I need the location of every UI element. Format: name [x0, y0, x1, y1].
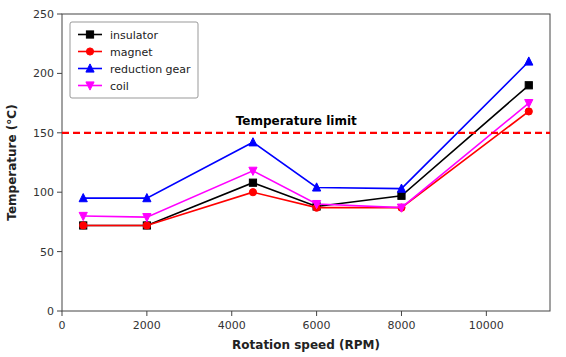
y-tick-label: 150	[33, 127, 54, 140]
y-tick	[57, 73, 62, 74]
series-marker	[398, 192, 405, 199]
x-tick-label: 0	[59, 319, 66, 332]
x-tick	[486, 311, 487, 316]
series-marker	[79, 212, 87, 220]
series-marker	[249, 189, 256, 196]
x-tick-label: 8000	[387, 319, 415, 332]
plot-frame	[62, 14, 550, 311]
x-tick	[316, 311, 317, 316]
x-tick	[62, 311, 63, 316]
series-marker	[249, 179, 256, 186]
series-marker	[525, 57, 533, 65]
series-marker	[525, 100, 533, 108]
series-marker	[397, 184, 405, 192]
y-tick	[57, 192, 62, 193]
series-marker	[313, 183, 321, 191]
x-axis: 0 2000 4000 6000 8000 10000	[59, 311, 504, 332]
legend-marker	[86, 48, 93, 55]
legend-label: insulator	[110, 29, 159, 42]
y-tick-label: 50	[40, 246, 54, 259]
legend-marker	[86, 82, 94, 90]
reference-line	[62, 132, 550, 134]
legend-box	[70, 22, 198, 98]
series-marker	[249, 138, 257, 146]
y-tick	[57, 14, 62, 15]
y-tick-label: 0	[47, 305, 54, 318]
legend-label: coil	[110, 80, 129, 93]
series-marker	[525, 108, 532, 115]
annotation-label: Temperature limit	[236, 114, 357, 128]
series-marker	[143, 222, 150, 229]
y-axis: 0 50 100 150 200 250	[33, 8, 62, 318]
x-tick	[401, 311, 402, 316]
series-marker	[143, 194, 151, 202]
series-marker	[80, 222, 87, 229]
x-tick-label: 6000	[303, 319, 331, 332]
series-line	[83, 85, 529, 225]
series-marker	[313, 200, 321, 208]
x-tick-label: 4000	[218, 319, 246, 332]
legend: insulator magnet reduction gear coil	[70, 22, 198, 98]
series	[80, 82, 533, 229]
series-marker	[79, 194, 87, 202]
y-tick-label: 250	[33, 8, 54, 21]
y-tick	[57, 311, 62, 312]
series-marker	[80, 222, 87, 229]
x-tick-label: 2000	[133, 319, 161, 332]
y-tick-label: 100	[33, 186, 54, 199]
y-tick	[57, 251, 62, 252]
x-tick	[146, 311, 147, 316]
x-axis-label: Rotation speed (RPM)	[232, 338, 380, 352]
legend-marker	[86, 31, 93, 38]
series-marker	[143, 222, 150, 229]
annotations: Temperature limit	[236, 114, 357, 128]
series-line	[83, 103, 529, 217]
legend-label: magnet	[110, 46, 153, 59]
series-marker	[143, 214, 151, 222]
series-marker	[525, 82, 532, 89]
y-tick-label: 200	[33, 67, 54, 80]
legend-label: reduction gear	[110, 63, 191, 76]
x-tick	[231, 311, 232, 316]
y-tick	[57, 132, 62, 133]
legend-marker	[86, 64, 94, 72]
series-marker	[249, 167, 257, 175]
y-axis-label: Temperature (°C)	[5, 104, 19, 220]
x-tick-label: 10000	[469, 319, 504, 332]
series	[79, 100, 533, 222]
series-marker	[397, 204, 405, 212]
chart: 0200040006000800010000Rotation speed (RP…	[0, 0, 566, 357]
